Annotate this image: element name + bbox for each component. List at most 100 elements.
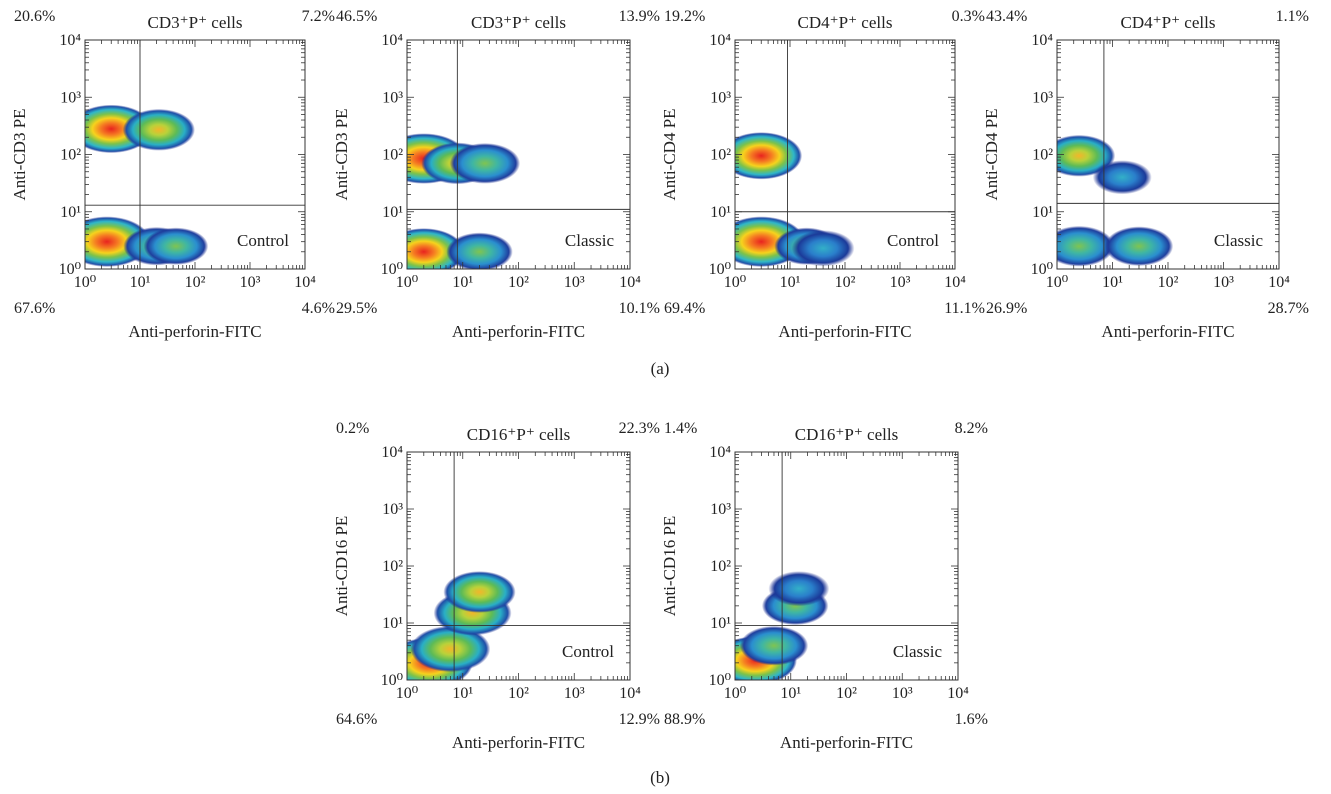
x-axis-title: Anti-perforin-FITC bbox=[780, 733, 913, 752]
quadrant-lower-right: 28.7% bbox=[1268, 300, 1309, 317]
y-tick-label: 10¹ bbox=[710, 204, 731, 221]
cell-population bbox=[449, 143, 521, 184]
x-tick-label: 10² bbox=[508, 274, 529, 291]
condition-label: Classic bbox=[893, 642, 943, 661]
y-tick-label: 10³ bbox=[1032, 89, 1053, 106]
x-tick-label: 10¹ bbox=[780, 274, 801, 291]
x-tick-label: 10² bbox=[835, 274, 856, 291]
y-axis-title: Anti-CD4 PE bbox=[660, 108, 679, 200]
y-tick-label: 10² bbox=[60, 147, 81, 164]
quadrant-lower-left: 29.5% bbox=[336, 300, 377, 317]
y-tick-label: 10⁴ bbox=[1031, 32, 1053, 49]
x-tick-label: 10¹ bbox=[452, 274, 473, 291]
x-tick-label: 10⁴ bbox=[944, 274, 966, 291]
panel-title: CD16⁺P⁺ cells bbox=[467, 425, 570, 444]
quadrant-lower-left: 69.4% bbox=[664, 300, 705, 317]
y-tick-label: 10¹ bbox=[1032, 204, 1053, 221]
y-tick-label: 10⁰ bbox=[709, 261, 731, 278]
condition-label: Control bbox=[887, 231, 939, 250]
quadrant-lower-left: 88.9% bbox=[664, 711, 705, 728]
y-tick-label: 10⁴ bbox=[59, 32, 81, 49]
cell-population bbox=[410, 625, 491, 673]
density-layer bbox=[407, 571, 516, 680]
cell-population bbox=[443, 571, 516, 613]
y-axis-title: Anti-CD3 PE bbox=[332, 108, 351, 200]
panels: 10⁰ 10¹ 10² 10³ 10⁴ 10⁰ 10¹ 10² 10³ 10⁴ CD3⁺P⁺ cel… bbox=[10, 8, 1309, 752]
plot-panel: 10⁰ 10¹ 10² 10³ 10⁴ 10⁰ 10¹ 10² 10³ 10⁴ CD4⁺P⁺ cel… bbox=[660, 8, 985, 341]
x-tick-label: 10¹ bbox=[780, 685, 801, 702]
y-tick-label: 10⁴ bbox=[709, 444, 731, 461]
x-axis-title: Anti-perforin-FITC bbox=[1101, 322, 1234, 341]
quadrant-lower-left: 64.6% bbox=[336, 711, 377, 728]
y-tick-label: 10¹ bbox=[60, 204, 81, 221]
x-tick-label: 10⁰ bbox=[1046, 274, 1068, 291]
group-label-a: (a) bbox=[651, 359, 670, 378]
density-layer bbox=[735, 132, 855, 267]
x-tick-label: 10³ bbox=[890, 274, 911, 291]
plot-panel: 10⁰ 10¹ 10² 10³ 10⁴ 10⁰ 10¹ 10² 10³ 10⁴ CD16⁺P⁺ ce… bbox=[660, 420, 988, 752]
x-tick-label: 10⁰ bbox=[396, 685, 418, 702]
quadrant-upper-right: 1.1% bbox=[1276, 8, 1309, 25]
cell-population bbox=[1092, 160, 1152, 195]
y-axis-title: Anti-CD3 PE bbox=[10, 108, 29, 200]
cell-population bbox=[122, 108, 195, 151]
x-tick-label: 10⁰ bbox=[396, 274, 418, 291]
quadrant-lower-left: 26.9% bbox=[986, 300, 1027, 317]
x-tick-label: 10⁴ bbox=[294, 274, 316, 291]
y-tick-label: 10³ bbox=[382, 501, 403, 518]
x-axis-title: Anti-perforin-FITC bbox=[452, 733, 585, 752]
cell-population bbox=[1104, 226, 1174, 267]
quadrant-upper-left: 0.2% bbox=[336, 420, 369, 437]
x-tick-label: 10⁴ bbox=[619, 685, 641, 702]
y-tick-label: 10¹ bbox=[382, 615, 403, 632]
x-axis-title: Anti-perforin-FITC bbox=[778, 322, 911, 341]
quadrant-upper-right: 22.3% bbox=[619, 420, 660, 437]
y-tick-label: 10² bbox=[710, 558, 731, 575]
x-tick-label: 10⁰ bbox=[724, 274, 746, 291]
y-tick-label: 10¹ bbox=[710, 615, 731, 632]
y-tick-label: 10⁰ bbox=[1031, 261, 1053, 278]
quadrant-lower-right: 1.6% bbox=[955, 711, 988, 728]
quadrant-upper-right: 8.2% bbox=[955, 420, 988, 437]
panel-title: CD4⁺P⁺ cells bbox=[1121, 13, 1216, 32]
quadrant-upper-left: 1.4% bbox=[664, 420, 697, 437]
y-tick-label: 10³ bbox=[60, 89, 81, 106]
quadrant-upper-left: 20.6% bbox=[14, 8, 55, 25]
quadrant-lower-right: 11.1% bbox=[944, 300, 985, 317]
cell-population bbox=[791, 230, 855, 267]
y-tick-label: 10⁴ bbox=[381, 32, 403, 49]
y-tick-label: 10¹ bbox=[382, 204, 403, 221]
y-tick-label: 10⁰ bbox=[381, 261, 403, 278]
quadrant-upper-left: 19.2% bbox=[664, 8, 705, 25]
y-axis-title: Anti-CD4 PE bbox=[982, 108, 1001, 200]
x-tick-label: 10⁰ bbox=[74, 274, 96, 291]
density-layer bbox=[735, 571, 830, 680]
condition-label: Classic bbox=[1214, 231, 1264, 250]
x-tick-label: 10¹ bbox=[130, 274, 151, 291]
x-tick-label: 10² bbox=[508, 685, 529, 702]
x-tick-label: 10³ bbox=[892, 685, 913, 702]
condition-label: Control bbox=[562, 642, 614, 661]
x-tick-label: 10² bbox=[836, 685, 857, 702]
panel-title: CD4⁺P⁺ cells bbox=[798, 13, 893, 32]
y-tick-label: 10³ bbox=[710, 501, 731, 518]
quadrant-lower-left: 67.6% bbox=[14, 300, 55, 317]
y-tick-label: 10⁰ bbox=[381, 672, 403, 689]
cell-population bbox=[1057, 225, 1115, 267]
x-tick-label: 10² bbox=[1158, 274, 1179, 291]
condition-label: Control bbox=[237, 231, 289, 250]
x-tick-label: 10² bbox=[185, 274, 206, 291]
x-axis-title: Anti-perforin-FITC bbox=[452, 322, 585, 341]
plot-panel: 10⁰ 10¹ 10² 10³ 10⁴ 10⁰ 10¹ 10² 10³ 10⁴ CD3⁺P⁺ cel… bbox=[10, 8, 335, 341]
x-tick-label: 10⁴ bbox=[1268, 274, 1290, 291]
cell-population bbox=[143, 227, 209, 265]
x-tick-label: 10¹ bbox=[452, 685, 473, 702]
quadrant-upper-right: 7.2% bbox=[302, 8, 335, 25]
quadrant-upper-left: 46.5% bbox=[336, 8, 377, 25]
x-tick-label: 10¹ bbox=[1102, 274, 1123, 291]
y-tick-label: 10³ bbox=[710, 89, 731, 106]
y-tick-label: 10⁴ bbox=[381, 444, 403, 461]
panel-title: CD16⁺P⁺ cells bbox=[795, 425, 898, 444]
x-axis-title: Anti-perforin-FITC bbox=[128, 322, 261, 341]
plot-panel: 10⁰ 10¹ 10² 10³ 10⁴ 10⁰ 10¹ 10² 10³ 10⁴ CD3⁺P⁺ cel… bbox=[332, 8, 660, 341]
